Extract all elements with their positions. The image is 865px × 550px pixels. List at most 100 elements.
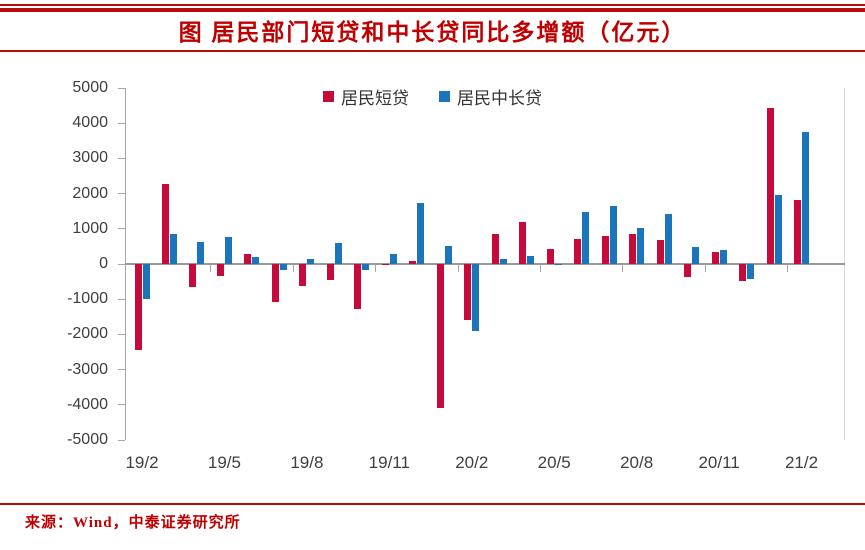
x-axis-line (125, 263, 845, 265)
x-axis-tick (292, 265, 294, 272)
bar-short-loans (161, 184, 169, 264)
bar-short-loans (409, 260, 417, 264)
y-axis-tick-label: -2000 (67, 325, 108, 343)
bar-short-loans (629, 234, 637, 264)
bar-short-loans (299, 264, 307, 286)
bar-long-loans (362, 264, 370, 270)
x-axis-tick-label: 20/2 (455, 453, 489, 472)
y-axis-tick (118, 298, 125, 300)
bar-long-loans (252, 256, 260, 264)
bar-short-loans (546, 249, 554, 264)
bar-long-loans (554, 264, 562, 265)
y-axis-tick-label: 2000 (72, 184, 108, 202)
x-axis-tick-label: 20/11 (698, 453, 740, 472)
legend-label-short-loans: 居民短贷 (341, 89, 409, 108)
bar-short-loans (491, 233, 499, 264)
bar-long-loans (334, 242, 342, 264)
legend-swatch-short-loans-icon (323, 91, 334, 102)
y-axis-tick (118, 333, 125, 335)
y-axis-tick-label: 3000 (72, 149, 108, 167)
bar-long-loans (527, 255, 535, 264)
x-axis-tick (787, 265, 789, 272)
top-rule-thick (0, 8, 865, 12)
y-axis-tick-label: -3000 (67, 360, 108, 378)
bar-long-loans (169, 234, 177, 264)
bar-long-loans (197, 242, 205, 264)
x-axis-tick-label: 19/2 (125, 453, 159, 472)
bar-short-loans (684, 264, 692, 277)
bar-short-loans (794, 200, 802, 264)
bottom-rule (0, 503, 865, 505)
bar-short-loans (601, 235, 609, 264)
y-axis-tick-label: 1000 (72, 219, 108, 237)
y-axis-tick (118, 193, 125, 195)
y-axis-tick (118, 263, 125, 265)
bar-short-loans (574, 238, 582, 264)
bar-long-loans (664, 213, 672, 264)
bar-long-loans (472, 264, 480, 331)
bar-long-loans (499, 259, 507, 264)
bar-short-loans (271, 264, 279, 303)
x-axis-tick (704, 265, 706, 272)
bar-short-loans (354, 264, 362, 310)
bar-long-loans (444, 245, 452, 264)
title-underline-rule (0, 50, 865, 52)
x-axis-tick-label: 20/8 (620, 453, 654, 472)
source-note: 来源：Wind，中泰证券研究所 (25, 515, 241, 531)
legend-swatch-long-loans-icon (439, 91, 450, 102)
bar-short-loans (711, 252, 719, 264)
bar-long-loans (417, 202, 425, 264)
bar-short-loans (189, 264, 197, 287)
chart-title: 图 居民部门短贷和中长贷同比多增额（亿元） (178, 20, 687, 45)
bar-short-loans (134, 264, 142, 351)
x-axis-tick (375, 265, 377, 272)
x-axis-tick (457, 265, 459, 272)
y-axis-tick-label: 0 (99, 255, 108, 272)
bar-long-loans (609, 205, 617, 264)
bar-short-loans (326, 264, 334, 280)
x-axis-tick (539, 265, 541, 272)
chart-legend: 居民短贷 居民中长贷 (0, 84, 865, 109)
y-axis-tick (118, 122, 125, 124)
bar-long-loans (747, 264, 755, 280)
legend-item-short-loans: 居民短贷 (323, 84, 409, 109)
x-axis-tick-label: 21/2 (784, 453, 819, 472)
bar-short-loans (519, 222, 527, 264)
bar-short-loans (464, 264, 472, 321)
x-axis-tick-label: 19/11 (368, 453, 410, 472)
y-axis-tick-label: -4000 (67, 395, 108, 413)
y-axis-tick-label: -5000 (67, 431, 108, 448)
y-axis-tick-label: -1000 (67, 290, 108, 308)
bar-long-loans (307, 259, 315, 264)
bar-long-loans (774, 195, 782, 264)
bar-long-loans (637, 228, 645, 264)
bar-long-loans (719, 250, 727, 264)
y-axis-tick (118, 87, 125, 89)
bar-short-loans (436, 264, 444, 409)
bar-short-loans (739, 264, 747, 282)
bar-long-loans (224, 237, 232, 264)
bar-short-loans (766, 108, 774, 264)
bar-short-loans (656, 239, 664, 264)
legend-item-long-loans: 居民中长贷 (439, 84, 542, 109)
y-axis-tick (118, 157, 125, 159)
bar-short-loans (216, 264, 224, 276)
bar-long-loans (142, 264, 150, 300)
bar-long-loans (692, 247, 700, 264)
y-axis-tick (118, 369, 125, 371)
top-rule-thin (0, 4, 865, 6)
x-axis-tick (210, 265, 212, 272)
x-axis-tick-label: 20/5 (537, 453, 571, 472)
x-axis-tick-label: 19/8 (290, 453, 324, 472)
x-axis-tick (622, 265, 624, 272)
y-axis-tick-label: 5000 (72, 79, 108, 96)
bar-long-loans (389, 253, 397, 264)
bar-long-loans (582, 211, 590, 264)
legend-label-long-loans: 居民中长贷 (457, 89, 542, 108)
bar-short-loans (381, 264, 389, 265)
y-axis-tick-label: 4000 (72, 114, 108, 132)
bar-short-loans (244, 254, 252, 264)
bar-long-loans (279, 264, 287, 271)
